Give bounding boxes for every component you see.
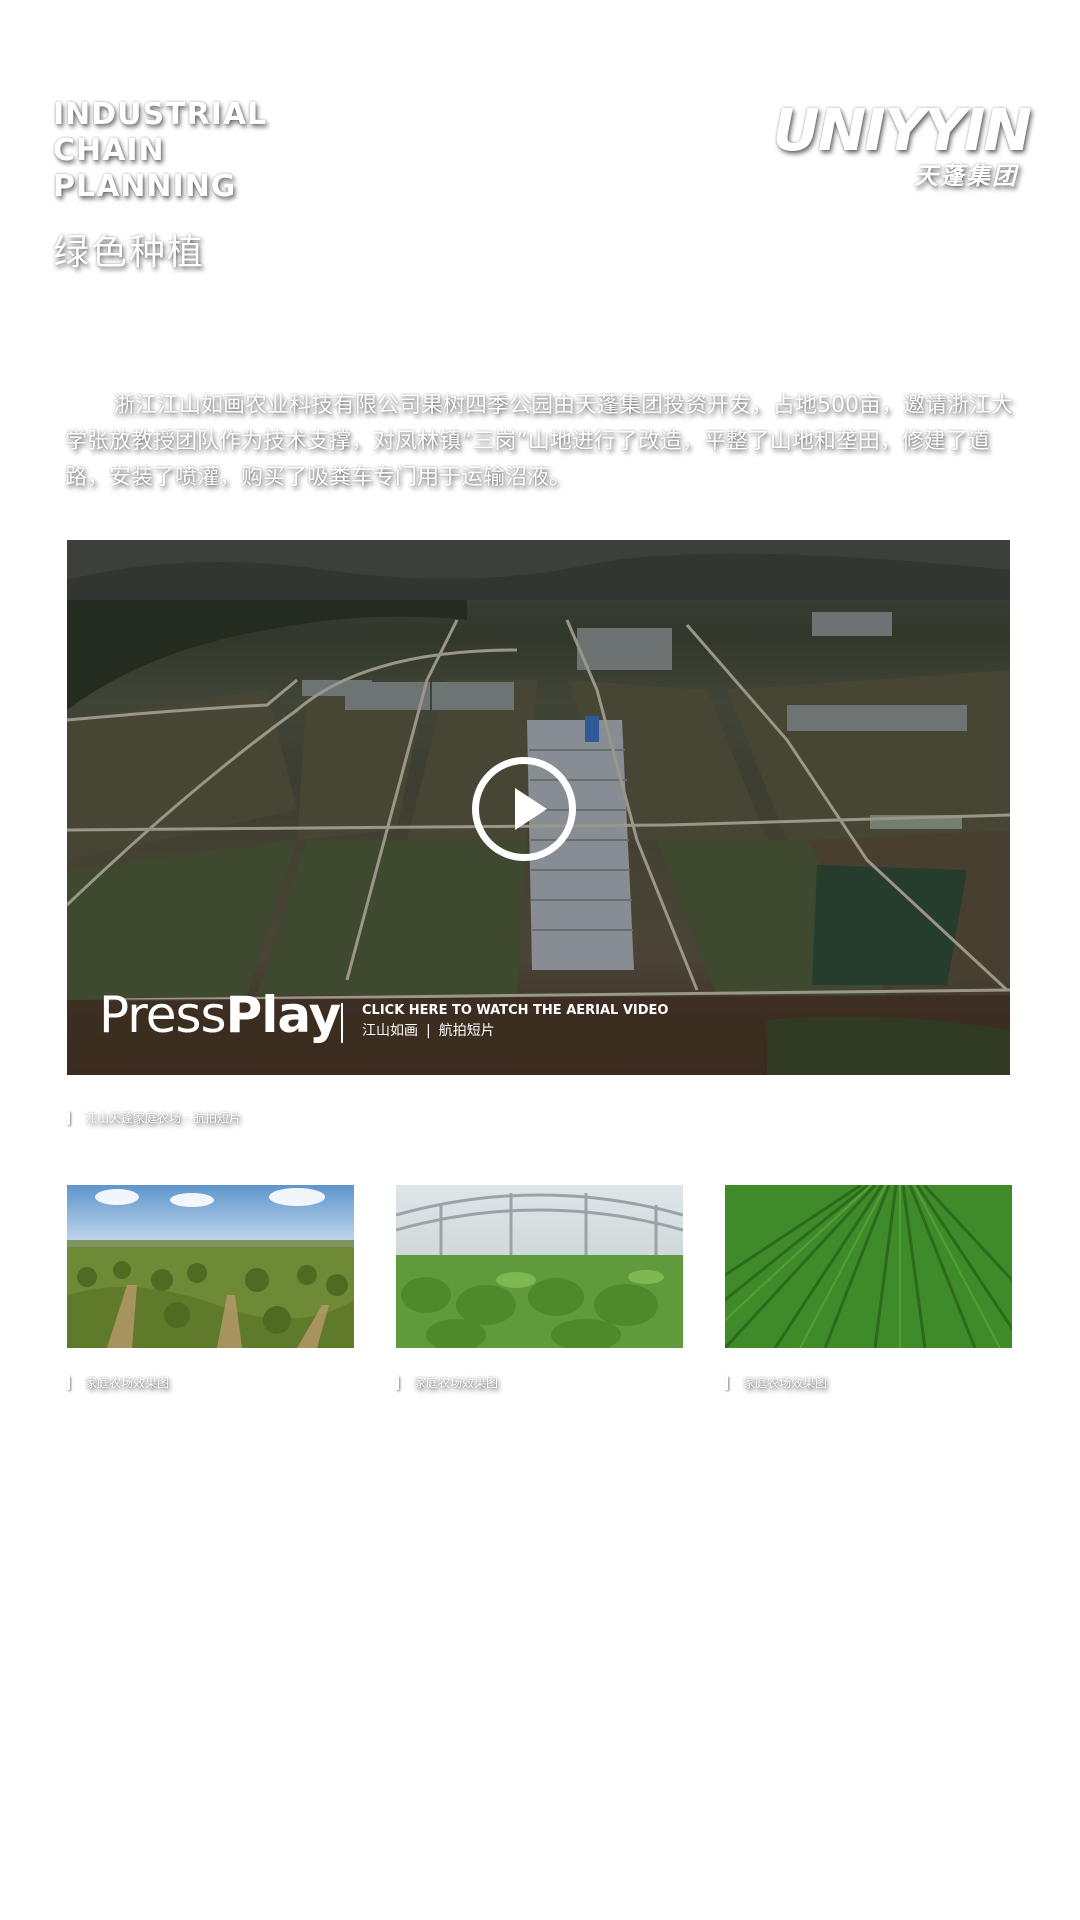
brand-logo: UNIYYIN 天蓬集团 [772,96,1032,191]
play-word: Play [225,986,342,1044]
header-title-cn: 绿色种植 [53,232,206,273]
gallery-image-orchard[interactable] [67,1185,354,1348]
aerial-video-player[interactable]: PressPlay CLICK HERE TO WATCH THE AERIAL… [67,540,1010,1075]
press-play-title: PressPlay [99,986,342,1044]
page-header: INDUSTRIAL CHAIN PLANNING 绿色种植 [53,97,267,275]
video-caption: 江山天蓬家庭农场 - 航拍短片 [67,1110,241,1126]
cta-type: 航拍短片 [438,1023,495,1039]
header-title-en: INDUSTRIAL CHAIN PLANNING [53,97,267,205]
header-title-line: INDUSTRIAL [53,97,268,132]
intro-paragraph: 浙江江山如画农业科技有限公司果树四季公园由天蓬集团投资开发，占地500亩，邀请浙… [65,393,1013,490]
gallery-caption: 家庭农场效果图 [725,1375,827,1391]
play-icon [515,788,547,830]
logo-text-cn: 天蓬集团 [914,162,1018,190]
cta-subtitle: 江山如画 | 航拍短片 [362,1020,668,1042]
video-divider [341,1003,343,1043]
play-button[interactable] [472,757,576,861]
cta-separator: | [426,1023,431,1039]
crop-field-image [725,1185,1012,1348]
orchard-image [67,1185,354,1348]
cta-title: CLICK HERE TO WATCH THE AERIAL VIDEO [362,1003,669,1018]
video-cta[interactable]: CLICK HERE TO WATCH THE AERIAL VIDEO 江山如… [362,1002,668,1042]
gallery-caption: 家庭农场效果图 [67,1375,169,1391]
cta-place: 江山如画 [362,1023,418,1039]
header-title-line: PLANNING [53,169,237,204]
header-title-line: CHAIN [53,133,165,168]
gallery-caption: 家庭农场效果图 [396,1375,498,1391]
press-word: Press [99,986,227,1044]
gallery-image-field[interactable] [725,1185,1012,1348]
logo-text-en: UNIYYIN [772,96,1032,164]
gallery-image-greenhouse[interactable] [396,1185,683,1348]
greenhouse-image [396,1185,683,1348]
